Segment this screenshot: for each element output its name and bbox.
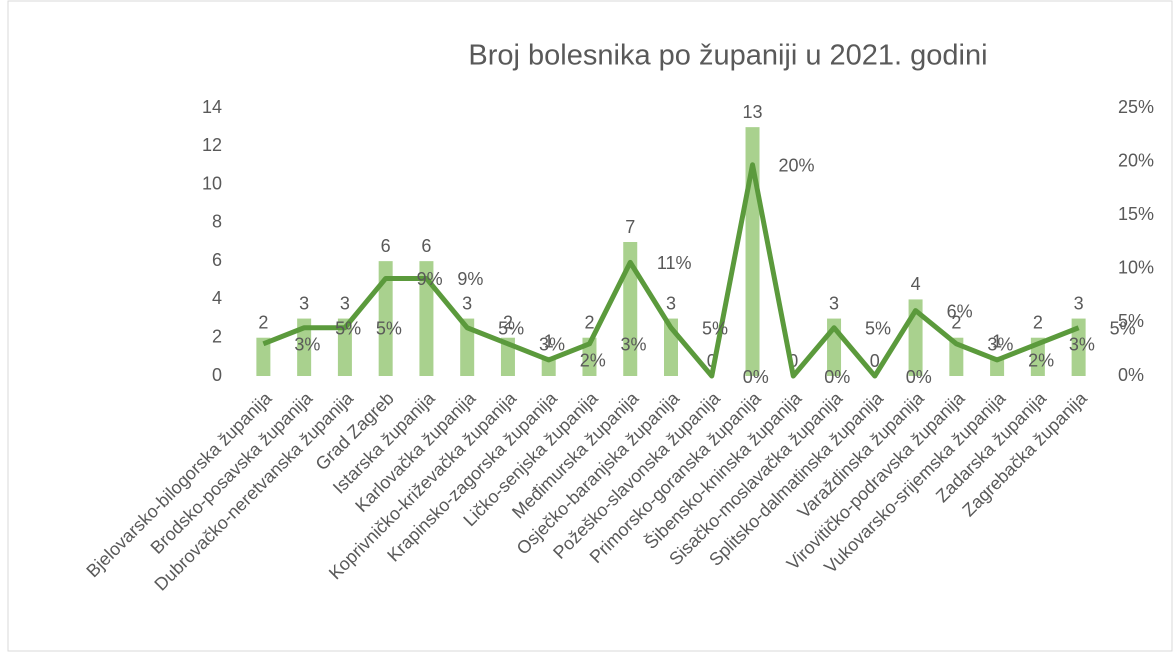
bar <box>297 318 312 376</box>
bar-label: 4 <box>911 274 921 294</box>
chart-frame <box>7 0 1173 652</box>
line-label: 5% <box>865 319 891 339</box>
y2-tick-label: 20% <box>1118 150 1154 170</box>
bar-label: 3 <box>1074 293 1084 313</box>
line-label: 5% <box>376 319 402 339</box>
line-label: 0% <box>743 367 769 387</box>
bar-label: 1 <box>544 332 554 352</box>
bar-label: 2 <box>258 312 268 332</box>
line-label: 2% <box>1028 351 1054 371</box>
bar-label: 3 <box>666 293 676 313</box>
bar <box>337 318 352 376</box>
line-label: 3% <box>620 335 646 355</box>
bar <box>419 261 434 376</box>
y2-tick-label: 15% <box>1118 204 1154 224</box>
bar-label: 6 <box>421 236 431 256</box>
bar <box>623 242 638 376</box>
line-label: 11% <box>657 253 692 273</box>
line <box>262 162 1080 379</box>
line-label: 6% <box>947 301 973 321</box>
bar <box>460 318 475 376</box>
y-tick-label: 4 <box>212 288 222 308</box>
line-label: 0% <box>824 367 850 387</box>
bar <box>541 356 556 376</box>
y-tick-label: 0 <box>212 365 222 385</box>
bar-label: 3 <box>462 293 472 313</box>
bar <box>1071 318 1086 376</box>
line-label: 9% <box>417 269 443 289</box>
bar-label: 3 <box>829 293 839 313</box>
line-label: 9% <box>457 269 483 289</box>
bar-label: 2 <box>951 312 961 332</box>
line-label: 5% <box>335 319 361 339</box>
bar-label: 6 <box>381 236 391 256</box>
line-label: 5% <box>1110 319 1136 339</box>
y2-tick-label: 0% <box>1118 365 1144 385</box>
line-label: 20% <box>779 156 815 176</box>
y2-tick-label: 5% <box>1118 311 1144 331</box>
bar-label: 2 <box>503 312 513 332</box>
y-tick-label: 14 <box>202 97 222 117</box>
bar-label: 2 <box>584 312 594 332</box>
bar-label: 7 <box>625 217 635 237</box>
bar <box>990 356 1005 376</box>
bar-label: 0 <box>707 351 717 371</box>
y-tick-label: 10 <box>202 173 222 193</box>
bar-label: 0 <box>788 351 798 371</box>
line-label: 3% <box>294 335 320 355</box>
bar-label: 13 <box>743 102 763 122</box>
line-label: 0% <box>906 367 932 387</box>
chart-title: Broj bolesnika po županiji u 2021. godin… <box>468 40 987 72</box>
bar-label: 2 <box>1033 312 1043 332</box>
y-tick-label: 8 <box>212 212 222 232</box>
bar <box>256 337 271 376</box>
line-label: 2% <box>580 351 606 371</box>
y-tick-label: 6 <box>212 250 222 270</box>
bar-label: 3 <box>299 293 309 313</box>
y-tick-label: 12 <box>202 135 222 155</box>
bar-label: 1 <box>992 332 1002 352</box>
line-label: 5% <box>702 319 728 339</box>
bar-label: 0 <box>870 351 880 371</box>
line-label: 5% <box>498 319 524 339</box>
bar <box>378 261 393 376</box>
y-tick-label: 2 <box>212 326 222 346</box>
y2-tick-label: 25% <box>1118 97 1154 117</box>
y2-tick-label: 10% <box>1118 258 1154 278</box>
bar-label: 3 <box>340 293 350 313</box>
line-label: 3% <box>1069 335 1095 355</box>
line-label: 3% <box>987 335 1013 355</box>
line-label: 3% <box>539 335 565 355</box>
